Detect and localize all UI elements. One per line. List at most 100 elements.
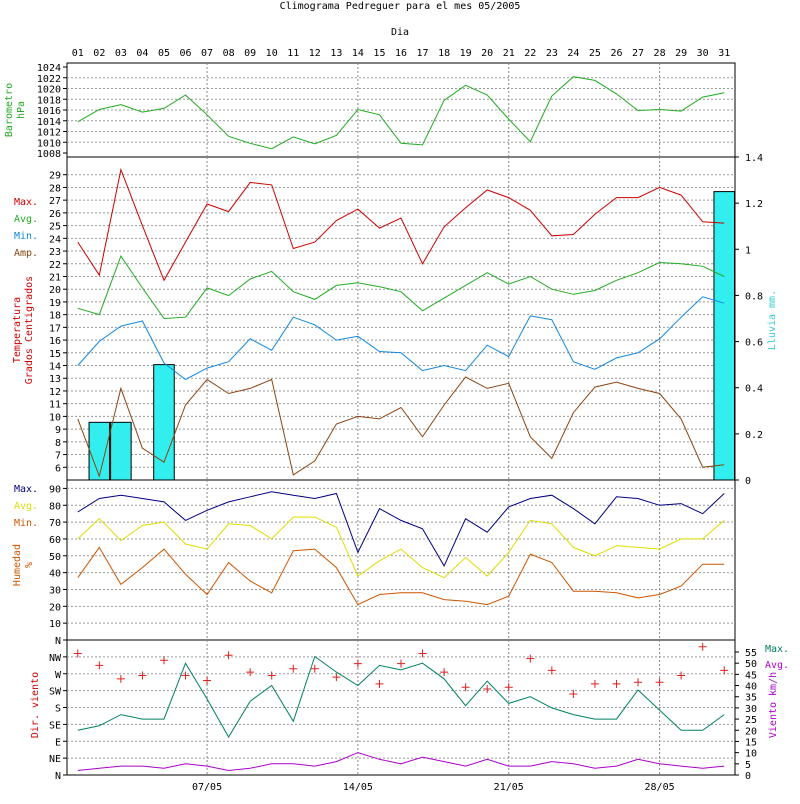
temperature-line-amp [77,376,725,478]
wind-speed-label-6: 30 [745,704,757,715]
wind-line-avg [77,752,725,772]
rain-ytick-label-6: 1.2 [745,199,763,210]
barometer-ylabel-1: Barometro [4,83,15,137]
wind-speed-label-9: 45 [745,670,757,681]
temperature-line-max [77,167,725,282]
wind-speed-label-5: 25 [745,715,757,726]
temperature-ylabel-1: Temperatura [12,297,23,363]
temperature-ytick-label-16: 22 [49,260,61,271]
rain-ytick-label-4: 0.8 [745,291,763,302]
day-label-13: 13 [330,48,342,59]
wind-speed-label-10: 50 [745,659,757,670]
wind-speed-label-7: 35 [745,693,757,704]
temperature-ytick-label-5: 11 [49,400,61,411]
wind-dir-marker-day-10 [267,671,276,680]
day-label-30: 30 [697,48,709,59]
wind-dir-marker-day-02 [95,661,104,670]
day-label-27: 27 [632,48,644,59]
humidity-line-max [77,491,725,567]
day-label-23: 23 [546,48,558,59]
temperature-ytick-label-7: 13 [49,374,61,385]
temperature-ytick-label-2: 8 [55,438,61,449]
day-label-14: 14 [352,48,364,59]
day-label-03: 03 [115,48,127,59]
day-label-05: 05 [158,48,170,59]
humidity-ytick-label-9: 90 [49,484,61,495]
day-label-29: 29 [675,48,687,59]
series-lines [73,76,729,772]
wind-dir-label-6: W [55,670,62,681]
temperature-ylabel-2: Grados Centigrados [24,276,35,384]
temperature-ytick-label-13: 19 [49,298,61,309]
rain-ytick-label-3: 0.6 [745,338,763,349]
day-label-09: 09 [244,48,256,59]
wind-dir-marker-day-23 [547,666,556,675]
wind-dir-label-2: E [55,737,61,748]
wind-dir-marker-day-31 [720,666,729,675]
wind-dir-marker-day-07 [203,676,212,685]
day-label-31: 31 [718,48,730,59]
temperature-ytick-label-9: 15 [49,349,61,360]
wind-legend-1: Avg. [765,660,789,671]
wind-speed-label-1: 5 [745,760,751,771]
day-label-22: 22 [524,48,536,59]
day-label-24: 24 [567,48,579,59]
barometer-ylabel-2: hPa [16,101,27,119]
temperature-ytick-label-17: 23 [49,247,61,258]
wind-dir-marker-day-03 [116,674,125,683]
barometer-ytick-label-7: 1022 [37,74,61,85]
humidity-ytick-label-3: 30 [49,585,61,596]
day-label-15: 15 [373,48,385,59]
x-axis-title: Dia [391,27,409,38]
temperature-ytick-label-14: 20 [49,285,61,296]
temperature-ytick-label-10: 16 [49,336,61,347]
barometer-ytick-label-4: 1016 [37,106,61,117]
day-label-11: 11 [287,48,299,59]
wind-dir-label-4: S [55,704,61,715]
wind-speed-label-4: 20 [745,726,757,737]
week-label-7: 07/05 [192,782,222,793]
wind-dir-marker-day-01 [73,649,82,658]
rain-bar-day-03 [110,421,132,481]
day-label-04: 04 [136,48,148,59]
wind-dir-marker-day-11 [289,664,298,673]
wind-dir-marker-day-22 [526,654,535,663]
wind-speed-label-2: 10 [745,749,757,760]
wind-speed-label-0: 0 [745,771,751,782]
day-label-01: 01 [72,48,84,59]
rain-ytick-label-1: 0.2 [745,430,763,441]
humidity-ytick-label-2: 20 [49,602,61,613]
temperature-ytick-label-23: 29 [49,171,61,182]
humidity-ytick-label-5: 50 [49,552,61,563]
week-label-21: 21/05 [494,782,524,793]
temperature-line-min [77,296,725,381]
wind-dir-marker-day-27 [634,678,643,687]
wind-dir-label-5: SW [49,687,62,698]
temperature-ytick-label-18: 24 [49,234,61,245]
temperature-ytick-label-15: 21 [49,272,61,283]
wind-dir-marker-day-17 [418,649,427,658]
temperature-ytick-label-12: 18 [49,311,61,322]
week-label-28: 28/05 [645,782,675,793]
wind-dir-marker-day-14 [353,659,362,668]
wind-legend-0: Max. [765,644,789,655]
day-label-20: 20 [481,48,493,59]
temperature-ytick-label-3: 9 [55,425,61,436]
wind-dir-label-7: NW [49,653,62,664]
humidity-ylabel-2: % [24,562,35,568]
wind-dir-marker-day-12 [310,664,319,673]
temperature-ytick-label-11: 17 [49,323,61,334]
wind-dir-marker-day-15 [375,679,384,688]
wind-dir-marker-day-29 [677,671,686,680]
barometer-line-0 [77,76,725,150]
day-label-21: 21 [503,48,515,59]
barometer-ytick-label-3: 1014 [37,117,61,128]
barometer-ytick-label-6: 1020 [37,85,61,96]
week-label-14: 14/05 [343,782,373,793]
rain-ytick-label-2: 0.4 [745,384,763,395]
day-label-25: 25 [589,48,601,59]
temperature-legend-3: Amp. [14,248,38,259]
wind-dir-marker-day-19 [461,683,470,692]
wind-dir-marker-day-06 [181,671,190,680]
temperature-line-avg [77,255,725,320]
